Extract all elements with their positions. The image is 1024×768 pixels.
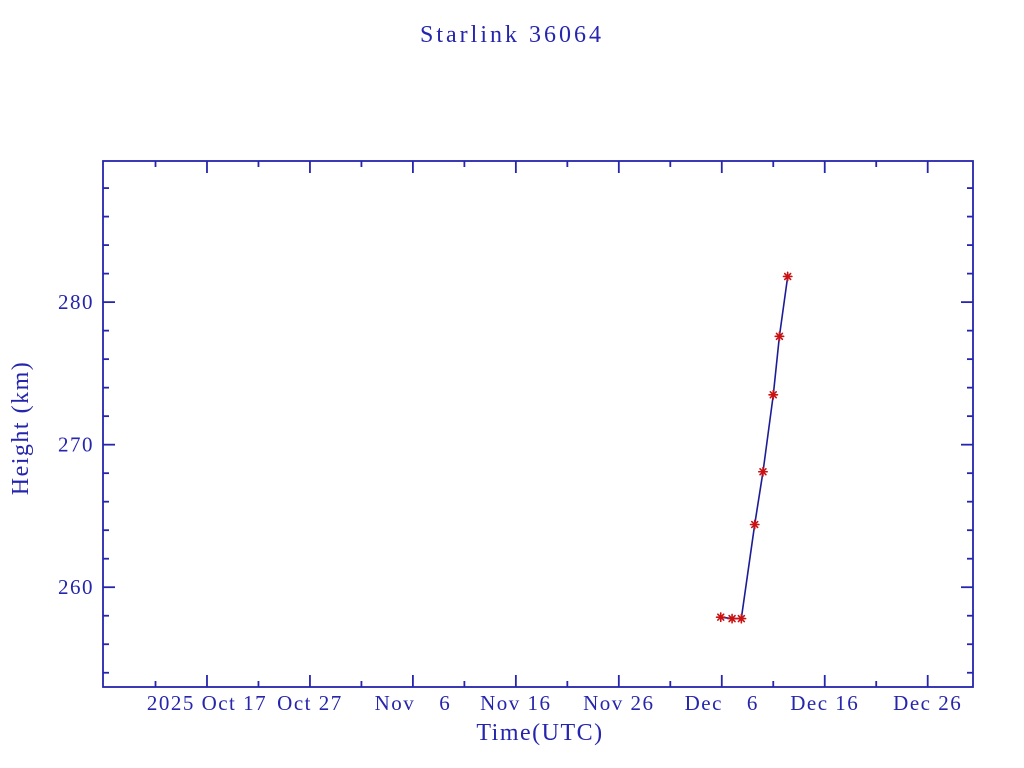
data-point-marker (782, 271, 793, 282)
x-tick-label: Dec 16 (790, 691, 859, 715)
data-point-marker (727, 613, 738, 624)
x-tick-label: Dec 6 (685, 691, 759, 715)
data-line (720, 276, 789, 620)
data-point-marker (757, 466, 768, 477)
x-tick-label: 2025 Oct 17 (147, 691, 267, 715)
y-axis-title: Height (km) (8, 361, 34, 495)
marker-stroke (769, 391, 778, 399)
x-tick-label: Dec 26 (893, 691, 962, 715)
x-tick-label: Nov 16 (480, 691, 551, 715)
plot-box (102, 160, 974, 688)
marker-stroke (783, 272, 792, 281)
data-point-marker (768, 389, 779, 400)
marker-stroke (728, 614, 736, 623)
marker-stroke (737, 614, 746, 623)
marker-stroke (717, 613, 725, 621)
y-tick-label: 280 (58, 290, 94, 314)
y-tick-label: 260 (58, 575, 94, 599)
y-tick-label: 270 (58, 433, 94, 457)
data-point-marker (774, 331, 785, 342)
x-tick-label: Nov 26 (583, 691, 654, 715)
x-axis-title: Time(UTC) (476, 720, 603, 746)
x-tick-label: Nov 6 (375, 691, 452, 715)
x-tick-label: Oct 27 (277, 691, 343, 715)
data-point-marker (736, 613, 747, 624)
marker-stroke (759, 468, 767, 476)
marker-stroke (775, 332, 784, 341)
data-point-marker (749, 519, 760, 530)
marker-stroke (750, 520, 759, 529)
data-point-marker (715, 612, 726, 623)
chart-title: Starlink 36064 (420, 22, 604, 48)
